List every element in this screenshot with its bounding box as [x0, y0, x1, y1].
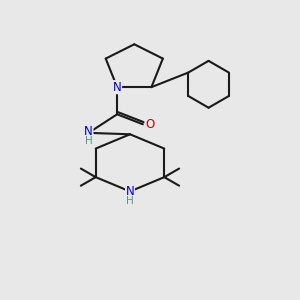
- Text: N: N: [113, 81, 122, 94]
- Text: O: O: [146, 118, 154, 131]
- Text: H: H: [85, 136, 92, 146]
- Text: N: N: [84, 125, 93, 138]
- Text: N: N: [126, 185, 134, 198]
- Text: H: H: [126, 196, 134, 206]
